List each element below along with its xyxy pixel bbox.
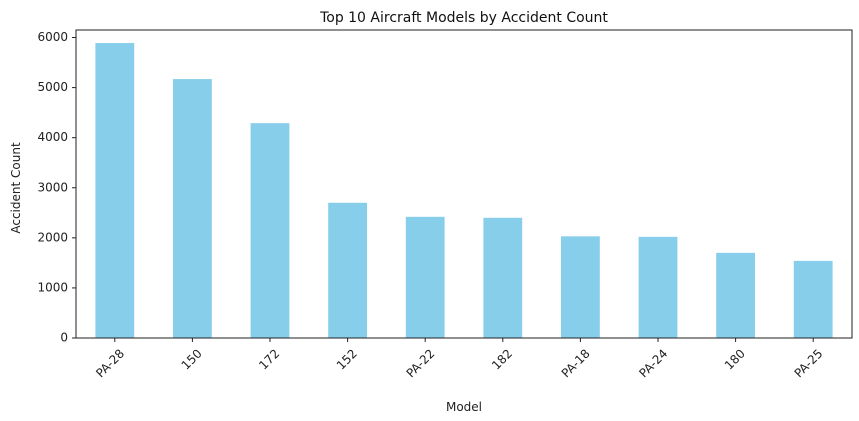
bar-pa-25	[793, 260, 833, 338]
y-tick-label: 0	[60, 331, 68, 345]
bar-150	[173, 79, 212, 338]
x-tick-label: 172	[256, 346, 282, 372]
bar-pa-18	[561, 236, 600, 338]
bar-pa-24	[638, 236, 678, 338]
y-tick-label: 4000	[37, 130, 68, 144]
x-tick-label: 152	[334, 346, 360, 372]
x-tick-label: 182	[489, 346, 515, 372]
x-tick-label: PA-22	[404, 346, 438, 380]
y-ticks-group: 0 1000 2000 3000 4000 5000 6000	[37, 30, 76, 345]
x-tick-label: PA-28	[93, 346, 127, 380]
y-tick-label: 3000	[37, 180, 68, 194]
x-tick-label: 180	[722, 346, 748, 372]
x-tick-label: 150	[179, 346, 205, 372]
bar-pa-22	[405, 216, 445, 338]
x-tick-label: PA-18	[559, 346, 593, 380]
x-tick-label: PA-24	[636, 346, 670, 380]
bar-172	[250, 123, 290, 339]
y-tick-label: 1000	[37, 280, 68, 294]
bar-152	[328, 202, 367, 338]
bars-group	[95, 43, 833, 339]
plot-frame	[75, 29, 853, 339]
x-axis-label: Model	[446, 400, 482, 414]
y-axis-label: Accident Count	[9, 142, 23, 234]
y-tick-label: 2000	[37, 230, 68, 244]
x-ticks-group: PA-28 150 172 152 PA-22 182 PA-18 PA-24 180 PA-25	[93, 338, 826, 380]
y-tick-label: 6000	[37, 30, 68, 44]
bar-pa-28	[95, 43, 135, 338]
x-tick-label: PA-25	[792, 346, 826, 380]
bar-182	[483, 217, 523, 338]
bar-180	[716, 252, 755, 338]
y-tick-label: 5000	[37, 80, 68, 94]
chart-title: Top 10 Aircraft Models by Accident Count	[319, 10, 608, 26]
